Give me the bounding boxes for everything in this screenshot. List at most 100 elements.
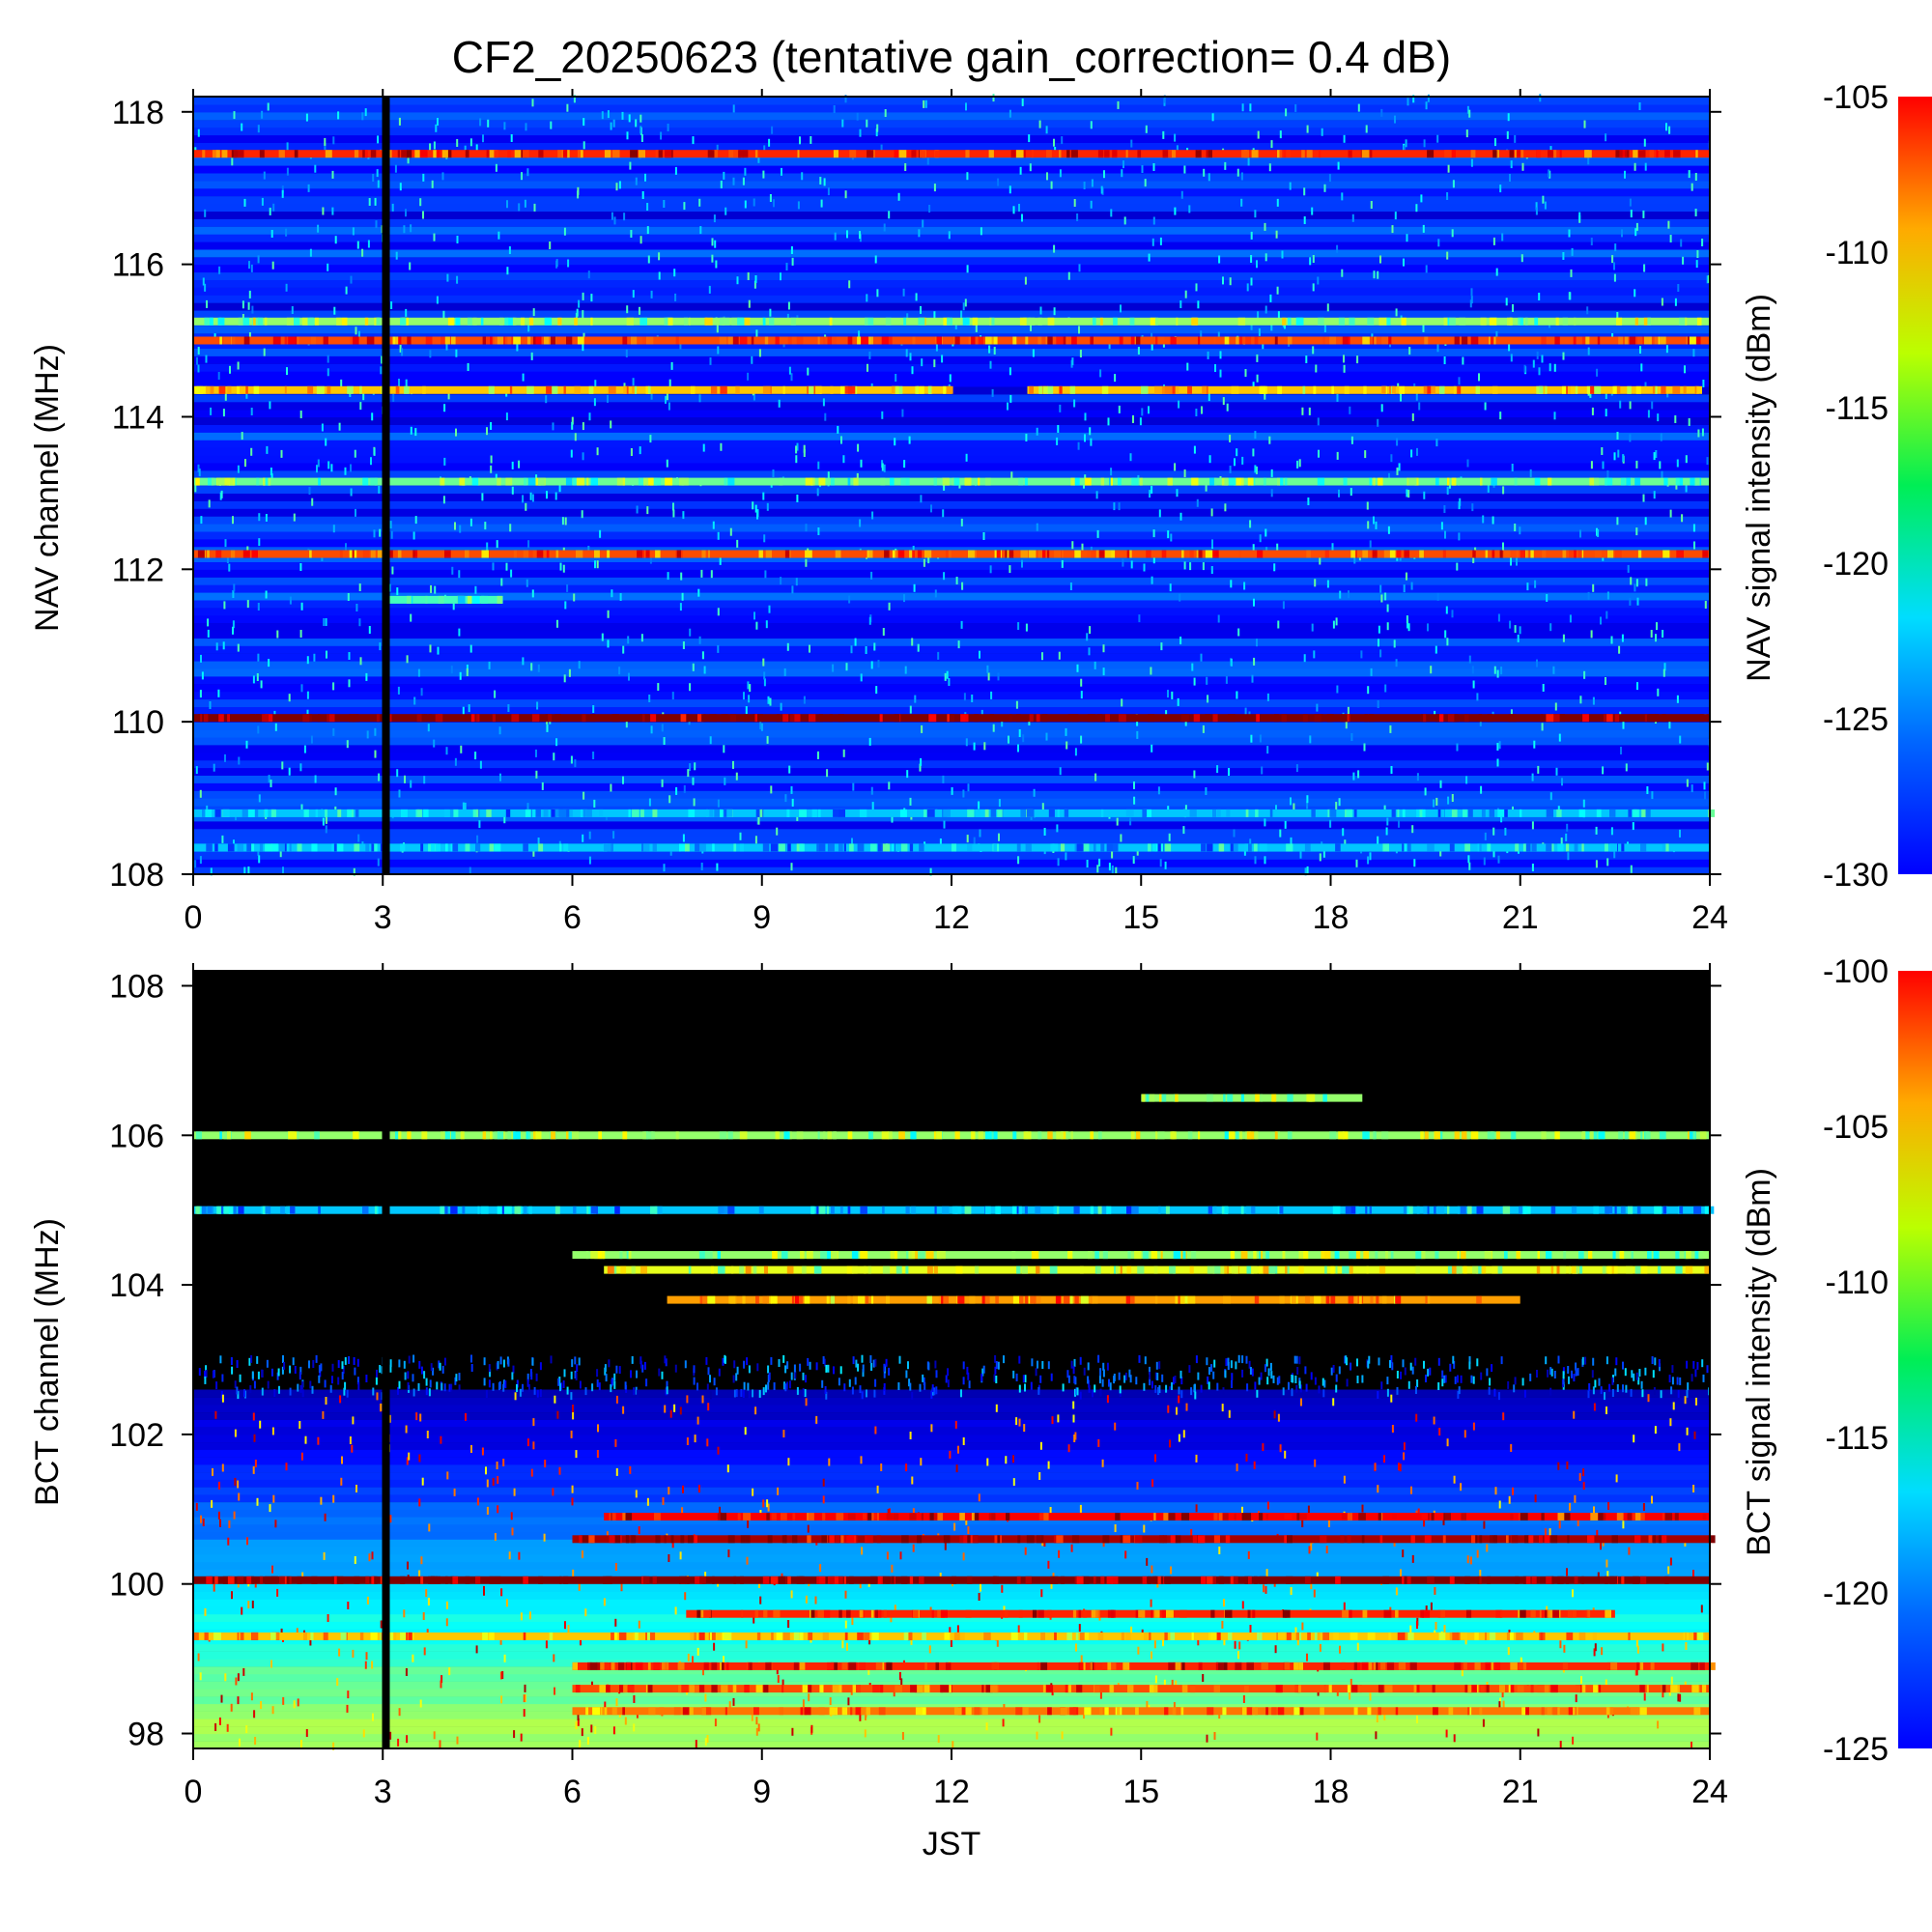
noise-speck xyxy=(1179,300,1182,308)
noise-speck xyxy=(848,280,851,289)
noise-speck xyxy=(1269,294,1272,302)
channel-segment xyxy=(505,477,513,486)
noise-speck xyxy=(1476,693,1479,701)
noise-speck xyxy=(337,111,340,120)
channel-segment xyxy=(1364,714,1369,723)
noise-speck xyxy=(1697,429,1700,438)
channel-segment xyxy=(1694,477,1700,486)
noise-speck xyxy=(805,1595,808,1604)
noise-speck xyxy=(1458,1386,1461,1395)
channel-segment xyxy=(445,843,448,852)
noise-speck xyxy=(1500,1356,1503,1365)
channel-segment xyxy=(655,550,661,558)
heatmap-row xyxy=(193,782,1710,791)
channel-segment xyxy=(563,843,569,852)
noise-speck xyxy=(1694,173,1697,181)
noise-speck xyxy=(1483,1520,1486,1529)
heatmap-row xyxy=(193,1457,1710,1465)
noise-speck xyxy=(810,1724,813,1733)
channel-segment xyxy=(1048,809,1055,817)
channel-segment xyxy=(827,1131,833,1140)
noise-speck xyxy=(239,1374,242,1382)
noise-speck xyxy=(1314,1459,1317,1467)
noise-speck xyxy=(1706,457,1709,466)
noise-speck xyxy=(1021,559,1023,568)
channel-segment xyxy=(954,336,960,345)
channel-segment xyxy=(1672,385,1681,394)
channel-segment xyxy=(1248,843,1252,852)
channel-segment xyxy=(433,150,437,158)
noise-speck xyxy=(854,1377,857,1385)
noise-speck xyxy=(1655,634,1657,642)
noise-speck xyxy=(975,324,978,332)
noise-speck xyxy=(207,618,210,627)
noise-speck xyxy=(1622,1384,1624,1393)
noise-speck xyxy=(1009,109,1011,118)
noise-speck xyxy=(1101,1459,1104,1467)
noise-speck xyxy=(1072,1401,1075,1409)
noise-speck xyxy=(693,1365,696,1374)
channel-segment xyxy=(425,336,433,345)
noise-speck xyxy=(391,203,394,212)
noise-speck xyxy=(819,1564,822,1573)
noise-speck xyxy=(528,1611,531,1620)
noise-speck xyxy=(1152,216,1155,225)
channel-segment xyxy=(1557,843,1564,852)
channel-segment xyxy=(1035,1206,1041,1214)
noise-speck xyxy=(973,742,976,751)
noise-speck xyxy=(614,1563,617,1571)
noise-speck xyxy=(366,1596,369,1605)
noise-speck xyxy=(732,1375,735,1383)
noise-speck xyxy=(1574,1494,1577,1503)
noise-speck xyxy=(1369,540,1372,549)
channel-segment xyxy=(843,843,846,852)
noise-speck xyxy=(1176,145,1179,154)
noise-speck xyxy=(883,223,886,232)
noise-speck xyxy=(1108,1378,1110,1387)
channel-segment xyxy=(1689,1131,1696,1140)
noise-speck xyxy=(1688,418,1690,426)
noise-speck xyxy=(469,138,472,147)
channel-segment xyxy=(933,1131,937,1140)
channel-segment xyxy=(238,317,243,326)
noise-speck xyxy=(574,1356,577,1365)
noise-speck xyxy=(1170,533,1173,542)
channel-segment xyxy=(1207,843,1213,852)
channel-segment xyxy=(1605,843,1608,852)
channel-segment xyxy=(870,1131,873,1140)
x-tick-label: 0 xyxy=(185,899,203,936)
noise-speck xyxy=(705,1356,708,1365)
noise-speck xyxy=(1425,265,1428,273)
channel-segment xyxy=(336,317,342,326)
noise-speck xyxy=(237,1480,240,1489)
noise-speck xyxy=(909,353,912,361)
channel-segment xyxy=(1546,809,1554,817)
channel-segment xyxy=(1489,809,1495,817)
noise-speck xyxy=(1492,849,1495,858)
noise-speck xyxy=(1436,592,1439,601)
channel-segment xyxy=(1196,550,1199,558)
noise-speck xyxy=(1149,490,1151,498)
noise-speck xyxy=(1461,1668,1463,1677)
channel-segment xyxy=(1589,1131,1594,1140)
channel-segment xyxy=(233,150,239,158)
noise-speck xyxy=(276,1588,279,1597)
channel-segment xyxy=(683,714,690,723)
channel-segment xyxy=(1161,385,1167,394)
noise-speck xyxy=(294,1366,297,1374)
noise-speck xyxy=(851,1617,854,1625)
noise-speck xyxy=(1099,1690,1102,1699)
channel-segment xyxy=(1695,150,1698,158)
noise-speck xyxy=(870,786,873,795)
heatmap-row xyxy=(193,1441,1710,1450)
noise-speck xyxy=(1640,1380,1643,1389)
channel-segment xyxy=(533,336,537,345)
noise-speck xyxy=(206,299,208,308)
noise-speck xyxy=(809,1361,811,1370)
channel-segment xyxy=(489,150,497,158)
channel-segment xyxy=(467,595,472,604)
channel-segment xyxy=(891,843,895,852)
channel-segment xyxy=(206,843,212,852)
noise-speck xyxy=(1476,1549,1479,1558)
channel-segment xyxy=(764,336,769,345)
